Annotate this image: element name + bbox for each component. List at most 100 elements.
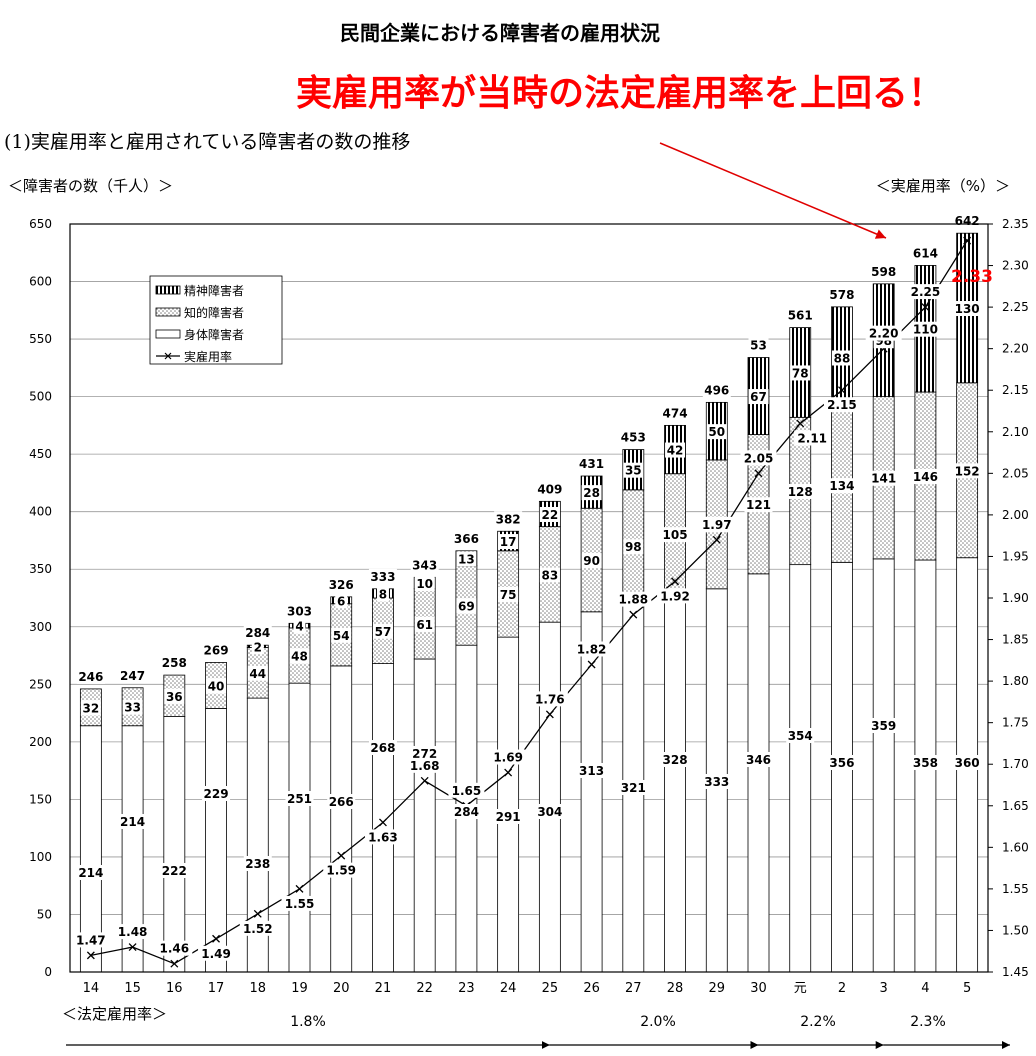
label-physical: 268: [370, 741, 395, 755]
right-axis-label: ＜実雇用率（%）＞: [876, 177, 1010, 195]
label-mental: 22: [542, 508, 559, 522]
label-mental-bg: [456, 551, 477, 567]
label-intellectual-bg: [744, 497, 773, 513]
label-physical-bg: [619, 780, 648, 795]
left-tick-label: 650: [29, 217, 52, 231]
legal-rate-value: 2.3%: [910, 1014, 946, 1030]
x-tick-label: 25: [542, 981, 559, 996]
label-total-bg: [702, 382, 731, 398]
x-tick-label: 16: [166, 981, 183, 996]
bar-segment: [747, 573, 770, 973]
label-total-bg: [577, 456, 606, 472]
label-physical-bg: [494, 809, 523, 824]
bars: [79, 232, 979, 973]
rate-line-path: [90, 240, 968, 965]
bar-segment: [163, 716, 186, 973]
rate-marker: [504, 768, 513, 777]
label-rate-bg: [657, 588, 694, 604]
label-total-bg: [202, 642, 231, 658]
label-total-bg: [911, 245, 940, 261]
label-intellectual: 32: [83, 701, 100, 715]
x-tick-label: 17: [208, 981, 225, 996]
label-intellectual: 44: [249, 667, 266, 681]
label-rate: 1.82: [577, 642, 607, 656]
label-total-bg: [661, 405, 690, 421]
label-intellectual-bg: [869, 470, 898, 486]
label-physical: 214: [78, 866, 103, 880]
label-total: 578: [829, 288, 854, 302]
right-tick-label: 2.25: [1002, 300, 1029, 314]
bar-segment: [538, 621, 561, 973]
legend-label: 知的障害者: [184, 305, 244, 320]
label-rate-bg: [323, 862, 360, 878]
x-tick-label: 14: [83, 981, 100, 996]
label-total: 326: [329, 578, 354, 592]
label-total: 598: [871, 265, 896, 279]
right-tick-label: 1.60: [1002, 840, 1029, 854]
label-intellectual-bg: [247, 665, 268, 681]
right-tick-label: 1.65: [1002, 799, 1029, 813]
label-mental-bg: [581, 485, 602, 501]
label-total-bg: [285, 603, 314, 619]
label-rate: 2.25: [911, 285, 941, 299]
label-total: 247: [120, 669, 145, 683]
x-tick-label: 19: [291, 981, 308, 996]
label-total-bg: [327, 576, 356, 592]
label-mental-bg: [293, 618, 306, 634]
x-tick-label: 26: [583, 981, 600, 996]
label-total-bg: [786, 307, 815, 323]
x-tick-label: 3: [880, 981, 888, 996]
rate-marker: [712, 535, 721, 544]
legal-rate-value: 2.0%: [640, 1014, 676, 1030]
x-tick-label: 20: [333, 981, 350, 996]
label-physical: 359: [871, 719, 896, 733]
bar-segment: [288, 682, 311, 973]
label-physical: 360: [955, 756, 980, 770]
right-tick-label: 1.75: [1002, 716, 1029, 730]
left-tick-label: 400: [29, 505, 52, 519]
label-physical: 321: [621, 781, 646, 795]
label-rate-bg: [740, 450, 777, 466]
rate-marker: [796, 419, 805, 428]
label-physical: 358: [913, 756, 938, 770]
label-physical: 251: [287, 792, 312, 806]
legend-label: 精神障害者: [184, 283, 244, 298]
label-mental: 17: [500, 535, 517, 549]
label-total-bg: [619, 429, 648, 445]
label-physical-bg: [118, 814, 147, 829]
left-tick-label: 500: [29, 390, 52, 404]
label-rate: 1.69: [493, 751, 523, 765]
label-total-bg: [748, 337, 769, 353]
label-physical: 291: [496, 810, 521, 824]
label-physical: 354: [788, 729, 813, 743]
label-mental: 78: [792, 366, 809, 380]
label-mental-bg: [498, 534, 519, 550]
label-mental: 42: [667, 444, 684, 458]
label-total-bg: [869, 263, 898, 279]
bar-segment: [664, 594, 686, 973]
label-total: 366: [454, 532, 479, 546]
label-total-bg: [494, 511, 523, 527]
rate-marker: [587, 660, 596, 669]
x-tick-label: 元: [794, 981, 807, 996]
label-rate: 1.49: [201, 947, 231, 961]
highlight-message: 実雇用率が当時の法定雇用率を上回る！: [296, 73, 944, 114]
label-intellectual: 105: [663, 528, 688, 542]
label-intellectual-bg: [80, 700, 101, 716]
bar-segment: [330, 665, 353, 973]
axes: 0501001502002503003504004505005506006501…: [29, 217, 1029, 996]
x-tick-label: 2: [838, 981, 846, 996]
label-rate: 1.92: [660, 589, 690, 603]
label-total: 284: [245, 626, 270, 640]
left-tick-label: 0: [44, 965, 52, 979]
label-mental: 28: [583, 486, 600, 500]
label-total: 53: [750, 338, 767, 352]
label-physical-bg: [160, 863, 189, 878]
label-physical-bg: [452, 804, 481, 819]
label-physical: 229: [204, 787, 229, 801]
label-physical-bg: [911, 755, 940, 770]
right-tick-label: 1.90: [1002, 591, 1029, 605]
label-physical: 346: [746, 753, 771, 767]
rate-marker: [837, 386, 846, 395]
x-tick-label: 29: [708, 981, 725, 996]
